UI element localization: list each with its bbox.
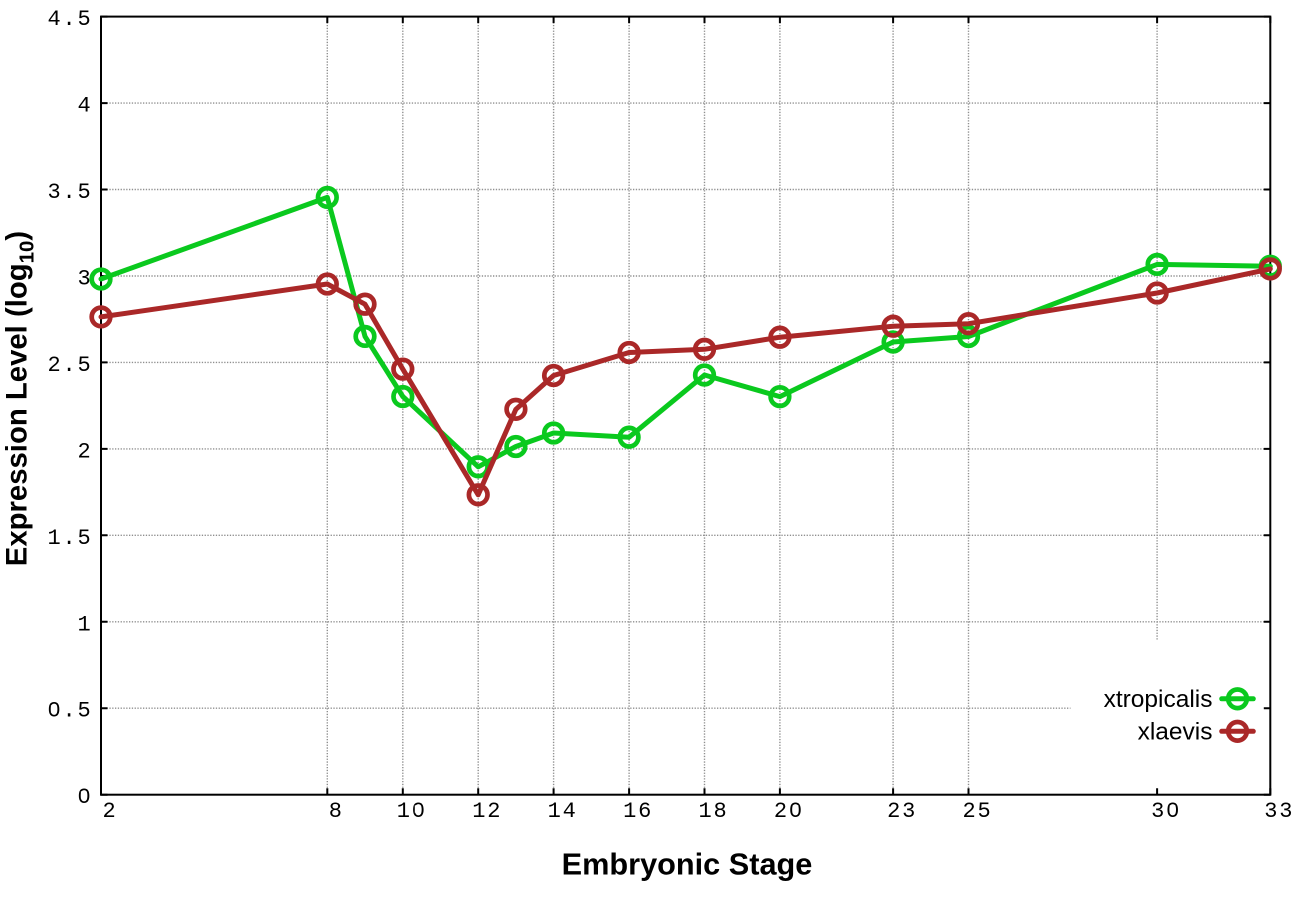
svg-text:33: 33 xyxy=(1264,799,1294,824)
svg-text:xlaevis: xlaevis xyxy=(1138,719,1213,746)
svg-text:30: 30 xyxy=(1151,799,1181,824)
svg-text:1.5: 1.5 xyxy=(47,526,92,551)
svg-text:16: 16 xyxy=(623,799,653,824)
svg-text:2: 2 xyxy=(102,799,117,824)
svg-text:4: 4 xyxy=(77,94,92,119)
svg-text:20: 20 xyxy=(774,799,804,824)
svg-text:25: 25 xyxy=(962,799,992,824)
svg-text:8: 8 xyxy=(329,799,344,824)
svg-text:18: 18 xyxy=(698,799,728,824)
svg-text:Embryonic Stage: Embryonic Stage xyxy=(562,847,813,882)
svg-text:2.5: 2.5 xyxy=(47,353,92,378)
svg-text:10: 10 xyxy=(397,799,427,824)
svg-text:Expression Level (log10): Expression Level (log10) xyxy=(1,231,39,566)
svg-text:1: 1 xyxy=(77,612,92,637)
svg-text:3.5: 3.5 xyxy=(47,180,92,205)
svg-text:23: 23 xyxy=(887,799,917,824)
svg-text:xtropicalis: xtropicalis xyxy=(1104,686,1213,713)
svg-text:3: 3 xyxy=(77,267,92,292)
svg-text:4.5: 4.5 xyxy=(47,7,92,32)
svg-text:12: 12 xyxy=(472,799,502,824)
svg-text:2: 2 xyxy=(77,439,92,464)
svg-text:14: 14 xyxy=(548,799,578,824)
